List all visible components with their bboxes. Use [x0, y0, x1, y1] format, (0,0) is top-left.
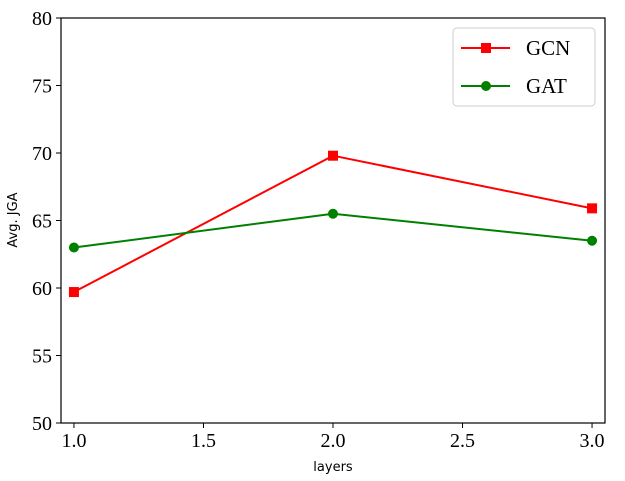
- y-tick-label: 55: [32, 346, 52, 368]
- x-tick-label: 2.0: [321, 430, 346, 452]
- legend-gat-label: GAT: [526, 74, 567, 98]
- data-point-gat: [68, 242, 79, 253]
- x-tick-label: 1.5: [191, 430, 216, 452]
- data-point-gcn: [68, 287, 79, 298]
- y-axis-ticks: 50 55 60 65 70 75 80: [32, 8, 61, 435]
- data-point-gcn: [328, 150, 338, 161]
- y-tick-label: 80: [32, 8, 52, 30]
- data-point-gat: [587, 235, 598, 246]
- x-tick-label: 3.0: [580, 430, 605, 452]
- x-tick-label: 2.5: [450, 430, 475, 452]
- legend-gat-marker: [481, 81, 491, 91]
- legend-box: [452, 27, 596, 107]
- x-tick-label: 1.0: [61, 430, 86, 452]
- x-axis-label: layers: [313, 460, 353, 475]
- legend-gcn-marker: [481, 43, 491, 53]
- y-tick-label: 50: [32, 413, 52, 435]
- series-layer: [68, 150, 598, 298]
- y-tick-label: 60: [32, 278, 52, 300]
- y-tick-label: 70: [32, 143, 52, 165]
- data-point-gcn: [587, 203, 598, 214]
- data-point-gat: [328, 208, 338, 219]
- x-axis-ticks: 1.0 1.5 2.0 2.5 3.0: [61, 423, 605, 452]
- legend-gcn-label: GCN: [526, 36, 570, 60]
- y-axis-label: Avg. JGA: [6, 192, 21, 247]
- legend: GCN GAT: [452, 27, 596, 107]
- y-tick-label: 65: [32, 211, 52, 233]
- y-tick-label: 75: [32, 76, 52, 98]
